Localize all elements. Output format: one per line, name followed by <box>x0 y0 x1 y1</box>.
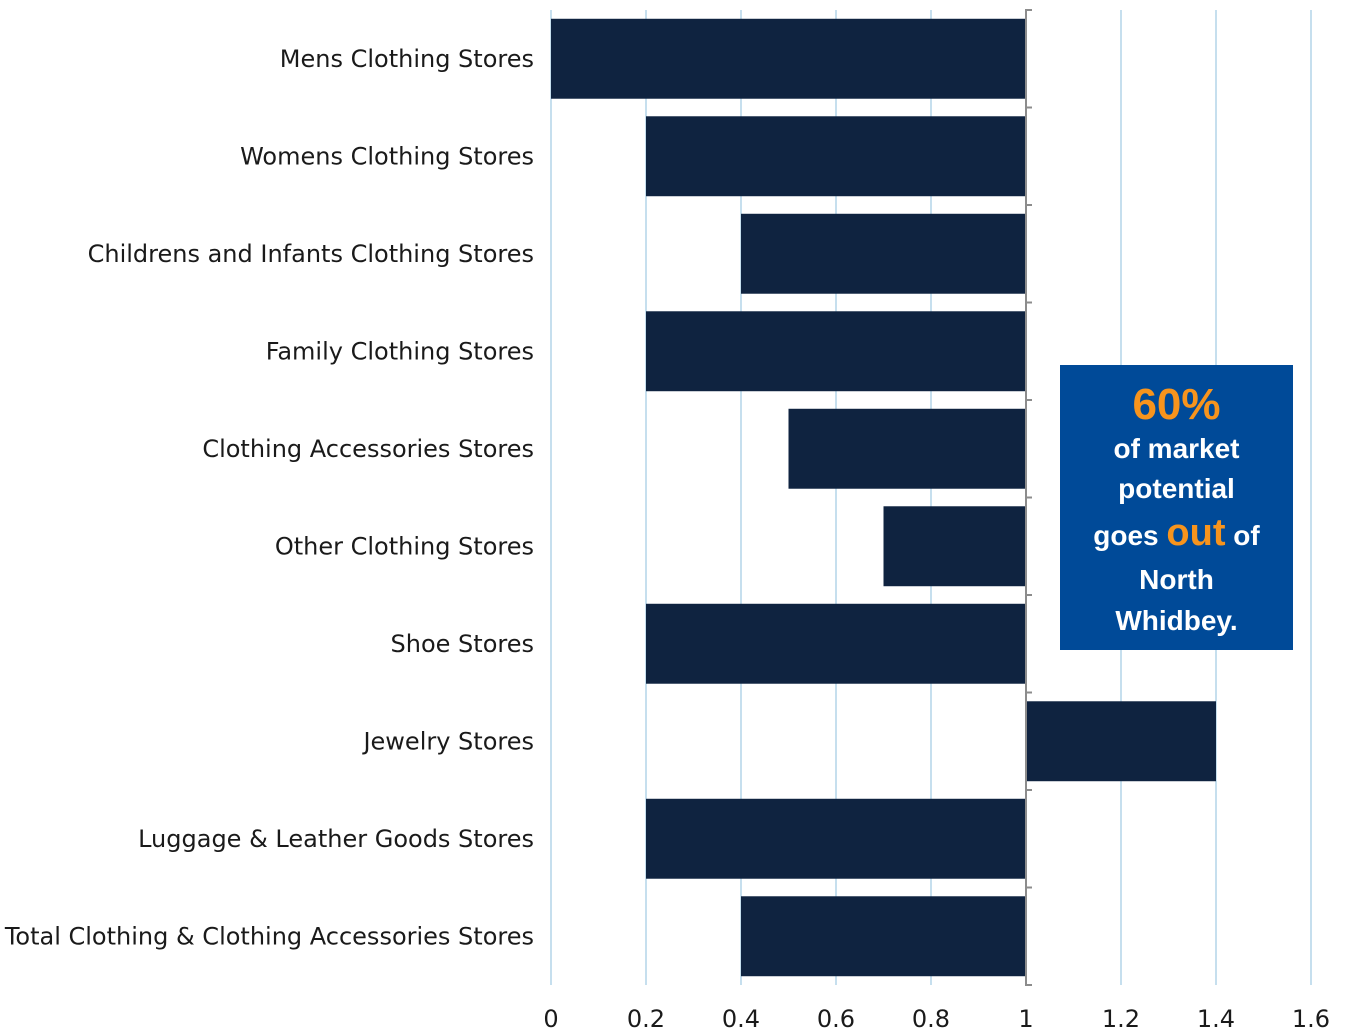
category-label: Family Clothing Stores <box>266 337 534 365</box>
bar <box>741 213 1026 294</box>
category-label: Mens Clothing Stores <box>280 45 534 73</box>
bar <box>646 311 1026 392</box>
bar <box>646 603 1026 684</box>
callout-line-2: potential <box>1118 473 1235 504</box>
category-label: Clothing Accessories Stores <box>202 435 534 463</box>
x-tick-label: 0 <box>543 1005 558 1033</box>
bars <box>551 18 1216 977</box>
category-label: Other Clothing Stores <box>275 532 534 560</box>
bar <box>788 408 1026 489</box>
callout-line-3: goes out of <box>1060 511 1293 558</box>
callout-goes: goes <box>1093 520 1159 551</box>
callout-line-5: Whidbey. <box>1115 605 1238 636</box>
category-label: Luggage & Leather Goods Stores <box>138 825 534 853</box>
callout-line-4: North <box>1139 564 1214 595</box>
x-tick-label: 0.6 <box>817 1005 855 1033</box>
category-label: Total Clothing & Clothing Accessories St… <box>4 922 534 950</box>
callout-box: 60% of market potential goes out of Nort… <box>1060 365 1293 650</box>
x-tick-label: 0.4 <box>722 1005 760 1033</box>
x-tick-labels: 0 0.2 0.4 0.6 0.8 1 1.2 1.4 1.6 <box>543 1005 1330 1033</box>
bar <box>646 798 1026 879</box>
bar <box>646 116 1026 197</box>
bar <box>741 896 1026 977</box>
category-label: Womens Clothing Stores <box>240 142 534 170</box>
callout-out-highlight: out <box>1166 512 1226 554</box>
category-label: Shoe Stores <box>391 630 534 658</box>
category-label: Childrens and Infants Clothing Stores <box>88 240 534 268</box>
x-tick-label: 1.6 <box>1292 1005 1330 1033</box>
callout-of: of <box>1233 520 1260 551</box>
category-labels: Mens Clothing Stores Womens Clothing Stor… <box>4 45 534 951</box>
callout-line-1: of market <box>1113 433 1240 464</box>
callout-percent: 60% <box>1132 380 1221 429</box>
x-tick-label: 1 <box>1018 1005 1033 1033</box>
category-label: Jewelry Stores <box>361 727 534 755</box>
x-tick-label: 1.4 <box>1197 1005 1235 1033</box>
x-tick-label: 1.2 <box>1102 1005 1140 1033</box>
bar <box>1026 701 1216 782</box>
x-tick-label: 0.8 <box>912 1005 950 1033</box>
bar <box>551 18 1026 99</box>
bar <box>883 506 1026 587</box>
x-tick-label: 0.2 <box>627 1005 665 1033</box>
baseline-axis <box>1025 9 1032 986</box>
